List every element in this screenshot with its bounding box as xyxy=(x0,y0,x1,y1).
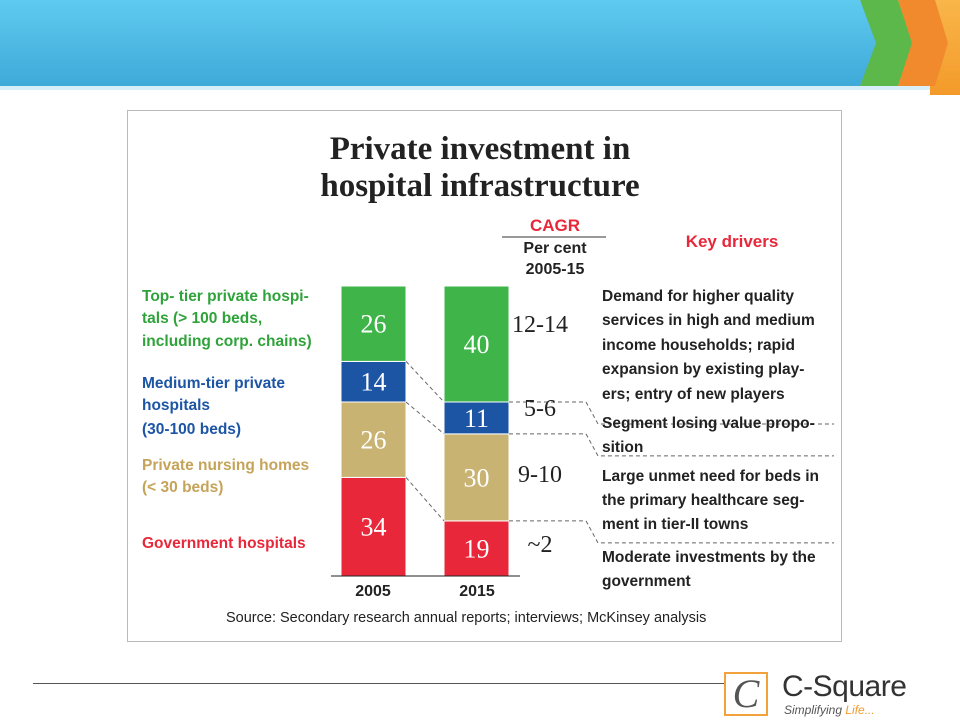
footer-divider xyxy=(33,683,733,684)
cagr-header: CAGR xyxy=(530,216,580,235)
driver-1-line-2: ment in tier-II towns xyxy=(602,516,748,533)
driver-3-line-3: expansion by existing play- xyxy=(602,361,804,378)
chart: Private investment in hospital infrastru… xyxy=(142,131,834,626)
cagr-sub-2: 2005-15 xyxy=(526,261,585,278)
x-tick-2015: 2015 xyxy=(459,583,495,600)
series-label-2-line-2: (30-100 beds) xyxy=(142,421,241,438)
drivers-layer: Moderate investments by the government Lar… xyxy=(602,288,819,590)
logo-tagline: Simplifying Life... xyxy=(784,703,875,717)
series-label-3-line-0: Top- tier private hospi- xyxy=(142,288,309,305)
data-label-2005-seg-2: 14 xyxy=(361,368,387,397)
banner-orange-chevron xyxy=(898,0,948,86)
x-tick-2005: 2005 xyxy=(355,583,391,600)
series-label-1-line-1: (< 30 beds) xyxy=(142,479,223,496)
drivers-header: Key drivers xyxy=(686,232,779,251)
data-label-2005-seg-0: 34 xyxy=(361,513,387,542)
data-label-2015-seg-3: 40 xyxy=(464,330,490,359)
driver-0-line-0: Moderate investments by the xyxy=(602,549,816,566)
cagr-values-layer: ~2 9-10 5-6 12-14 xyxy=(512,312,568,558)
series-label-1-line-0: Private nursing homes xyxy=(142,457,309,474)
driver-0-line-1: government xyxy=(602,573,691,590)
connector-drivers-2 xyxy=(509,401,834,425)
data-label-2015-seg-1: 30 xyxy=(464,463,490,492)
connector-drivers-0 xyxy=(509,520,834,544)
bar-2015-seg-2 xyxy=(443,401,510,435)
logo-tagline-accent: Life... xyxy=(845,703,875,717)
logo-tagline-main: Simplifying xyxy=(784,703,843,717)
cagr-sub-1: Per cent xyxy=(523,240,587,257)
banner-green-chevron xyxy=(860,0,912,86)
series-label-3-line-2: including corp. chains) xyxy=(142,333,312,350)
driver-2-line-0: Segment losing value propo- xyxy=(602,415,815,432)
cagr-value-3: 12-14 xyxy=(512,312,568,338)
chart-title-line-2: hospital infrastructure xyxy=(320,168,639,204)
cagr-value-2: 5-6 xyxy=(524,396,556,422)
logo-name: C-Square xyxy=(782,670,907,703)
bar-2005-seg-2 xyxy=(340,360,407,403)
series-label-0-line-0: Government hospitals xyxy=(142,535,306,552)
connector-bars-2 xyxy=(405,361,445,403)
driver-3-line-4: ers; entry of new players xyxy=(602,386,785,403)
c-square-logo: C C-Square Simplifying Life... xyxy=(722,668,960,720)
driver-3-line-2: income households; rapid xyxy=(602,337,795,354)
connector-drivers-1 xyxy=(509,433,834,457)
bar-2015-seg-3 xyxy=(443,285,510,403)
cagr-value-0: ~2 xyxy=(528,532,553,558)
series-label-2-line-1: hospitals xyxy=(142,397,210,414)
connector-bars-1 xyxy=(405,401,445,435)
logo-mark: C xyxy=(724,671,768,716)
banner-blue-bar xyxy=(0,0,876,86)
cagr-value-1: 9-10 xyxy=(518,462,562,488)
connector-bars-0 xyxy=(405,477,445,522)
source-note: Source: Secondary research annual report… xyxy=(226,610,706,626)
bar-2005-seg-1 xyxy=(340,401,407,478)
data-label-2015-seg-0: 19 xyxy=(464,534,490,563)
bars-layer: 34 26 14 26 19 30 11 40 xyxy=(340,285,834,577)
header-banner xyxy=(0,0,960,95)
chart-frame: Private investment in hospital infrastru… xyxy=(127,110,842,642)
series-label-2-line-0: Medium-tier private xyxy=(142,375,285,392)
driver-3-line-0: Demand for higher quality xyxy=(602,288,794,305)
driver-2-line-1: sition xyxy=(602,439,643,456)
chart-title-line-1: Private investment in xyxy=(330,131,631,167)
data-label-2005-seg-3: 26 xyxy=(361,310,387,339)
bar-2005-seg-3 xyxy=(340,285,407,362)
segment-labels-layer: Government hospitals Private nursing home… xyxy=(142,288,312,552)
data-label-2015-seg-2: 11 xyxy=(464,404,489,433)
driver-1-line-0: Large unmet need for beds in xyxy=(602,468,819,485)
bar-2015-seg-1 xyxy=(443,433,510,522)
series-label-3-line-1: tals (> 100 beds, xyxy=(142,310,262,327)
driver-3-line-1: services in high and medium xyxy=(602,312,815,329)
data-label-2005-seg-1: 26 xyxy=(361,426,387,455)
driver-1-line-1: the primary healthcare seg- xyxy=(602,492,804,509)
